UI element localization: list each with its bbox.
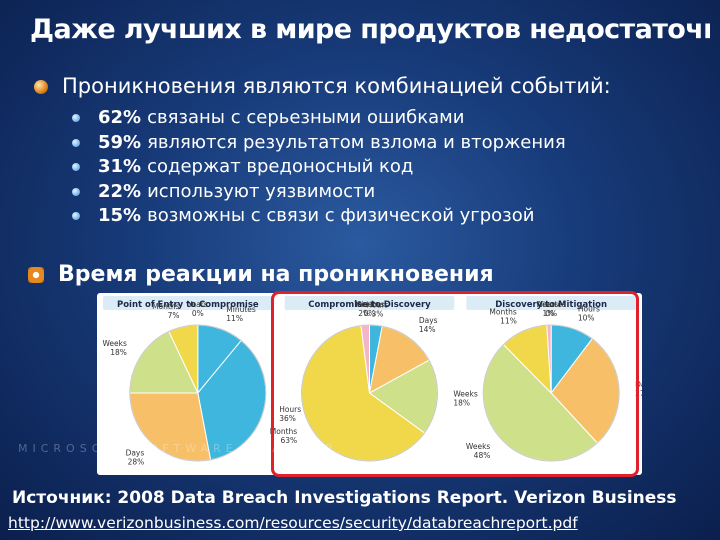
- stats-list: 62% связаны с серьезными ошибками 59% явля…: [72, 106, 566, 229]
- slice-value-label: 36%: [279, 414, 296, 423]
- stat-percent: 22%: [98, 180, 142, 202]
- slice-label: Years: [538, 300, 559, 309]
- stat-text: содержат вредоносный код: [147, 156, 414, 177]
- slice-label: Hours: [578, 304, 600, 313]
- slice-label: Months: [489, 307, 517, 316]
- slice-value-label: 11%: [500, 316, 517, 325]
- pie-charts-figure: Point of Entry to Compromise Minutes 11% Ho…: [97, 293, 642, 475]
- blue-bullet-icon: [72, 212, 80, 220]
- slice-value-label: 0%: [545, 309, 557, 318]
- blue-bullet-icon: [72, 187, 80, 196]
- slice-value-label: 63%: [281, 436, 298, 445]
- pie-charts-svg: Point of Entry to CompromiseMinutes11%Ho…: [102, 296, 642, 467]
- orange-bullet-icon: [34, 80, 48, 94]
- slice-value-label: 18%: [110, 348, 127, 357]
- slice-value-label: 48%: [474, 451, 491, 460]
- chart-title-bar: [103, 296, 273, 310]
- slice-label: Days: [419, 316, 438, 325]
- slice-value-label: 2%: [358, 309, 370, 318]
- slice-value-label: 0%: [364, 309, 376, 318]
- stat-percent: 62%: [98, 107, 142, 128]
- slice-label: Minutes: [536, 300, 566, 309]
- slice-value-label: 10%: [578, 313, 595, 322]
- slice-label: Hours: [366, 300, 388, 309]
- list-item: 31% содержат вредоносный код: [72, 155, 566, 180]
- stat-text: являются результатом взлома и вторжения: [147, 131, 566, 153]
- pie-outline: [482, 324, 620, 462]
- blue-bullet-icon: [72, 138, 80, 147]
- slice-label: Minutes: [226, 305, 256, 314]
- slice-value-label: 18%: [453, 398, 470, 407]
- slice-label: Hours: [279, 405, 301, 414]
- chart-title: Discovery to Mitigation: [495, 300, 607, 310]
- highlight-frame: [271, 291, 639, 477]
- section-heading-text: Время реакции на проникновения: [58, 262, 494, 287]
- pie-outline: [129, 324, 267, 462]
- stat-text: возможны с связи с физической угрозой: [147, 205, 535, 226]
- slice-label: Minutes: [355, 300, 385, 309]
- slice-label: Weeks: [102, 339, 127, 348]
- slice-value-label: 0%: [192, 309, 204, 318]
- slice-value-label: 14%: [419, 325, 436, 334]
- slice-value-label: 7%: [168, 311, 180, 320]
- source-link[interactable]: http://www.verizonbusiness.com/resources…: [8, 514, 578, 532]
- chart-title-bar: [466, 296, 636, 310]
- slice-value-label: 1%: [542, 309, 554, 318]
- main-bullet-text: Проникновения являются комбинацией событ…: [62, 74, 611, 98]
- list-item: 62% связаны с серьезными ошибками: [72, 106, 566, 131]
- blue-bullet-icon: [72, 163, 80, 171]
- chart-title: Point of Entry to Compromise: [117, 300, 259, 310]
- section-heading: Время реакции на проникновения: [28, 262, 494, 287]
- main-bullet: Проникновения являются комбинацией событ…: [34, 74, 611, 98]
- stat-text: используют уязвимости: [147, 180, 376, 202]
- stat-text: связаны с серьезными ошибками: [147, 107, 465, 128]
- blue-bullet-icon: [72, 114, 80, 122]
- slice-label: Months: [152, 302, 180, 311]
- pie-outline: [301, 324, 438, 462]
- slice-label: Weeks: [466, 442, 491, 451]
- slice-value-label: 3%: [371, 309, 383, 318]
- list-item: 59% являются результатом взлома и вторжен…: [72, 131, 566, 156]
- stat-percent: 15%: [98, 205, 142, 226]
- slice-label: Weeks: [453, 389, 478, 398]
- slice-label: Days: [126, 449, 145, 458]
- source-citation: Источник: 2008 Data Breach Investigation…: [12, 488, 677, 508]
- slide-title: Даже лучших в мире продуктов недостаточн…: [30, 14, 710, 45]
- chart-title: Compromise to Discovery: [308, 300, 431, 310]
- slice-value-label: 28%: [128, 458, 145, 467]
- list-item: 15% возможны с связи с физической угрозой: [72, 204, 566, 229]
- orange-square-bullet-icon: [28, 267, 44, 283]
- watermark-text: MICROSOFT SOFTWARE ROADMAP: [18, 442, 337, 455]
- stat-percent: 59%: [98, 131, 142, 153]
- slice-value-label: 11%: [226, 314, 243, 323]
- list-item: 22% используют уязвимости: [72, 180, 566, 205]
- slice-label: Years: [187, 300, 208, 309]
- chart-title-bar: [284, 296, 455, 310]
- slice-label: Months: [270, 427, 298, 436]
- stat-percent: 31%: [98, 156, 142, 177]
- slice-label: Years: [353, 300, 374, 309]
